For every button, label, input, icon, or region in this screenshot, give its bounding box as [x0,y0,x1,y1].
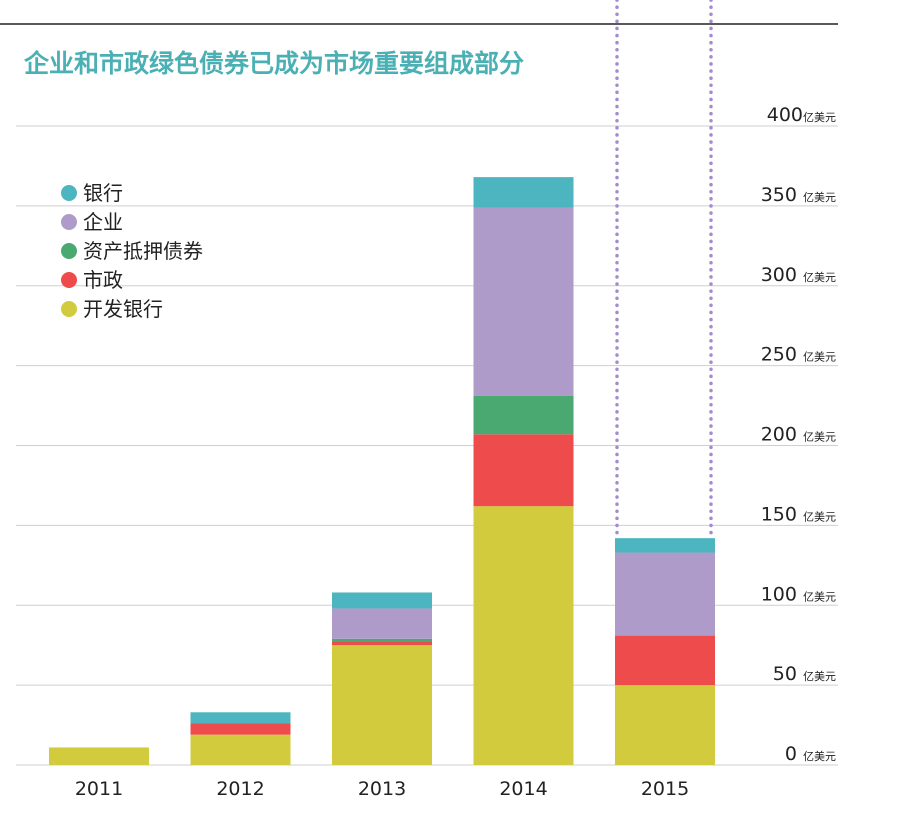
gridlines [16,125,838,766]
x-tick-label: 2012 [216,778,264,800]
legend-swatch [61,243,77,259]
legend-label: 市政 [83,268,123,292]
legend-swatch [61,272,77,288]
bar-segment [332,608,432,639]
bar-segment [615,538,715,553]
y-tick-value: 350 [761,184,803,206]
bar-segment [615,685,715,765]
y-tick-label: 0 亿美元 [785,743,836,765]
x-axis-ticks: 2011 2012 2013 2014 2015 [75,778,689,800]
y-tick-unit: 亿美元 [803,510,836,523]
bar-segment [332,645,432,765]
legend-swatch [61,301,77,317]
legend-label: 银行 [83,181,123,205]
legend-swatch [61,214,77,230]
bar-segment [473,506,574,765]
y-tick-label: 300 亿美元 [761,264,836,286]
bar-segment [190,734,291,765]
bar-segment [473,395,574,435]
bar-segment [473,434,574,507]
bar-segment [332,592,432,609]
bar-segment [473,207,574,396]
chart-title: 企业和市政绿色债券已成为市场重要组成部分 [24,49,524,78]
y-tick-value: 250 [761,344,803,366]
y-tick-unit: 亿美元 [803,191,836,204]
legend-label: 开发银行 [83,297,163,321]
x-tick-label: 2015 [641,778,689,800]
y-tick-value: 300 [761,264,803,286]
y-tick-value: 200 [761,424,803,446]
y-tick-unit: 亿美元 [803,351,836,364]
x-tick-label: 2014 [499,778,547,800]
x-tick-label: 2011 [75,778,123,800]
bar-segment [615,552,715,636]
y-tick-label: 250 亿美元 [761,344,836,366]
y-tick-unit: 亿美元 [803,750,836,763]
legend-label: 企业 [83,210,123,234]
bar-segment [473,177,574,208]
bar-segment [615,635,715,686]
y-tick-unit: 亿美元 [803,431,836,444]
y-tick-label: 200 亿美元 [761,424,836,446]
y-tick-value: 100 [761,583,803,605]
highlight-outline [615,0,713,540]
bars [49,177,715,765]
legend-label: 资产抵押债券 [83,239,203,263]
y-tick-unit: 亿美元 [803,670,836,683]
y-tick-label: 100 亿美元 [761,583,836,605]
y-tick-unit: 亿美元 [803,271,836,284]
y-tick-unit: 亿美元 [803,111,836,124]
x-tick-label: 2013 [358,778,406,800]
y-tick-value: 50 [773,663,803,685]
y-tick-value: 400 [767,104,803,126]
legend-swatch [61,185,77,201]
bar-segment [190,712,291,724]
y-tick-unit: 亿美元 [803,590,836,603]
bar-segment [49,747,149,765]
bar-segment [190,723,291,735]
y-tick-value: 150 [761,503,803,525]
y-tick-label: 50 亿美元 [773,663,836,685]
y-tick-label: 400亿美元 [767,104,836,126]
bar-segment [332,641,432,646]
y-tick-value: 0 [785,743,803,765]
y-tick-label: 350 亿美元 [761,184,836,206]
y-tick-label: 150 亿美元 [761,503,836,525]
bar-segment [332,638,432,642]
